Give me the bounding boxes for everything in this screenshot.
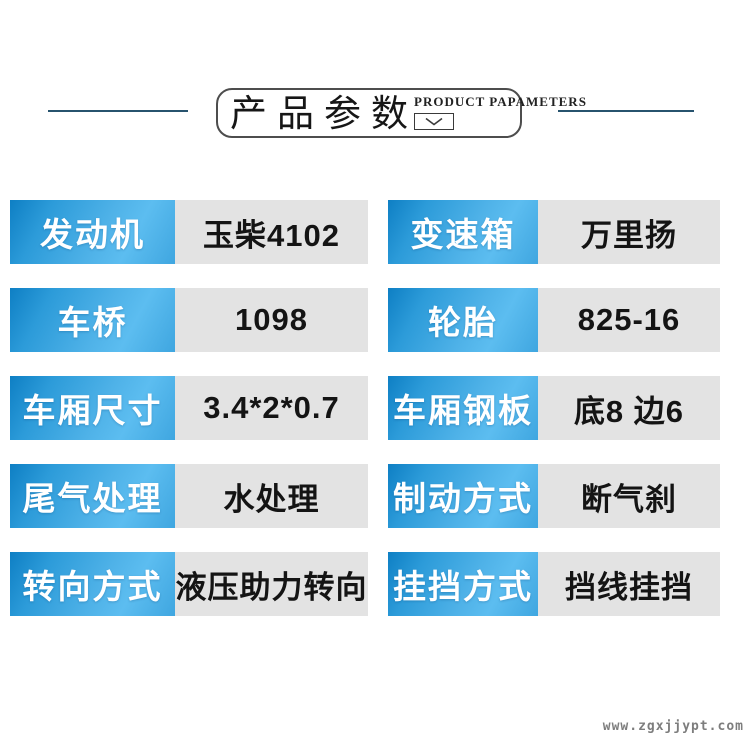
spec-value: 玉柴4102 — [175, 200, 368, 264]
spec-value: 1098 — [175, 288, 368, 352]
spec-label: 车厢尺寸 — [10, 376, 175, 440]
spec-label: 尾气处理 — [10, 464, 175, 528]
spec-value: 挡线挂挡 — [538, 552, 720, 616]
spec-value: 液压助力转向 — [175, 552, 368, 616]
spec-label: 车桥 — [10, 288, 175, 352]
table-row: 尾气处理 水处理 制动方式 断气刹 — [0, 464, 750, 528]
spec-table: 发动机 玉柴4102 变速箱 万里扬 车桥 1098 轮胎 825-16 车厢尺… — [0, 200, 750, 616]
chevron-down-icon — [414, 113, 454, 130]
spec-value: 3.4*2*0.7 — [175, 376, 368, 440]
spec-label: 变速箱 — [388, 200, 538, 264]
spec-label: 转向方式 — [10, 552, 175, 616]
spec-value: 825-16 — [538, 288, 720, 352]
table-row: 车桥 1098 轮胎 825-16 — [0, 288, 750, 352]
watermark-url: www.zgxjjypt.com — [602, 719, 744, 734]
table-row: 发动机 玉柴4102 变速箱 万里扬 — [0, 200, 750, 264]
header-title-box: 产品参数 PRODUCT PAPAMETERS — [216, 88, 586, 138]
spec-value: 断气刹 — [538, 464, 720, 528]
spec-value: 底8 边6 — [538, 376, 720, 440]
page-subtitle: PRODUCT PAPAMETERS — [414, 94, 587, 109]
spec-label: 制动方式 — [388, 464, 538, 528]
table-row: 车厢尺寸 3.4*2*0.7 车厢钢板 底8 边6 — [0, 376, 750, 440]
table-row: 转向方式 液压助力转向 挂挡方式 挡线挂挡 — [0, 552, 750, 616]
spec-value: 万里扬 — [538, 200, 720, 264]
spec-value: 水处理 — [175, 464, 368, 528]
spec-label: 发动机 — [10, 200, 175, 264]
page-title: 产品参数 — [230, 91, 418, 135]
spec-label: 车厢钢板 — [388, 376, 538, 440]
header-divider-left — [48, 110, 188, 112]
spec-label: 轮胎 — [388, 288, 538, 352]
header-divider-right — [558, 110, 694, 112]
spec-label: 挂挡方式 — [388, 552, 538, 616]
